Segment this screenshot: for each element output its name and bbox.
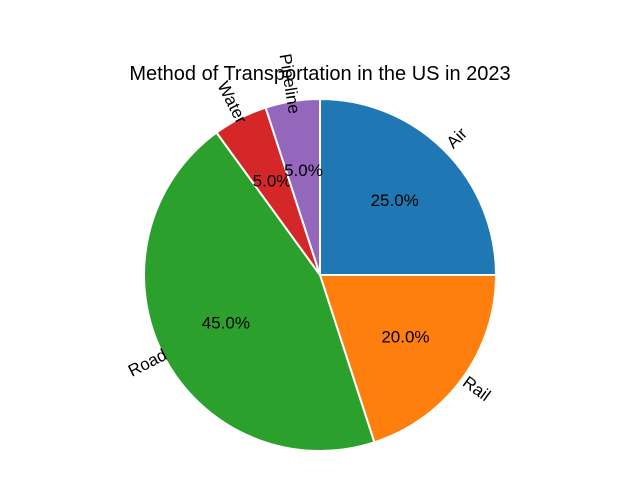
pct-label-rail: 20.0% (381, 328, 429, 347)
pie-slice-road (143, 131, 376, 452)
pie-slice-pipeline (264, 98, 321, 276)
pie-slice-rail (319, 274, 497, 444)
chart-title: Method of Transportation in the US in 20… (129, 63, 511, 85)
pct-label-road: 45.0% (202, 313, 250, 332)
pct-label-water: 5.0% (253, 171, 292, 190)
pct-label-air: 25.0% (371, 191, 419, 210)
pie-slice-air (319, 98, 497, 276)
slice-label-rail: Rail (459, 372, 494, 405)
slice-label-air: Air (443, 124, 471, 152)
pct-label-pipeline: 5.0% (284, 161, 323, 180)
slice-label-road: Road (125, 345, 170, 380)
